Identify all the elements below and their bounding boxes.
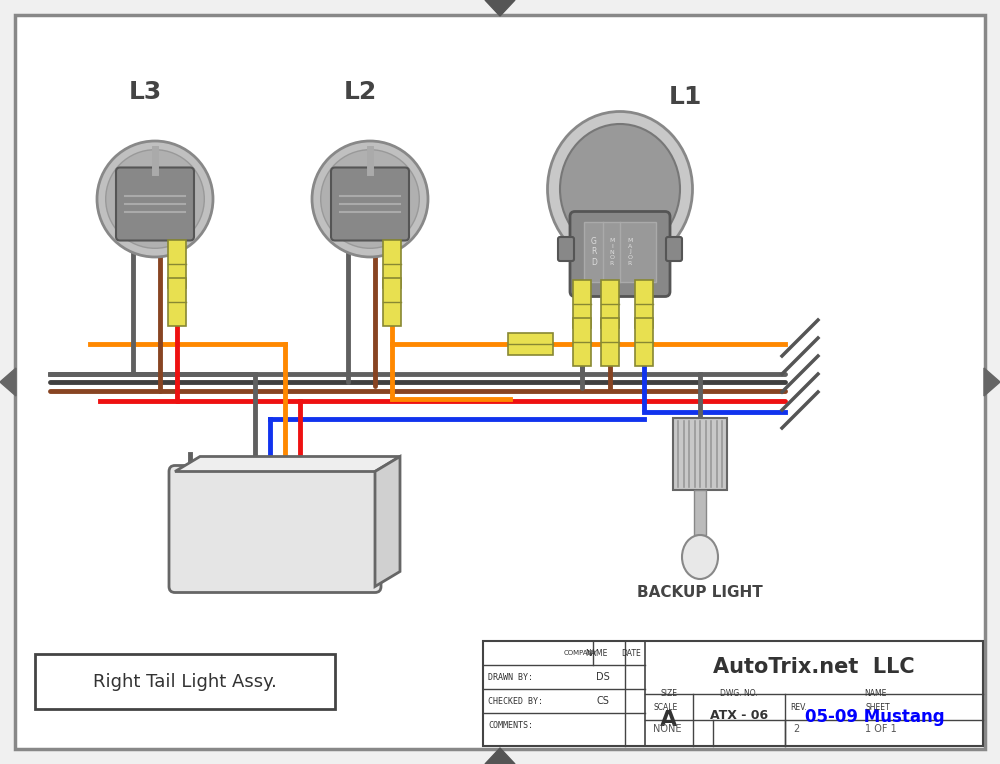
Polygon shape: [375, 457, 400, 587]
Circle shape: [321, 150, 419, 248]
Text: CS: CS: [597, 696, 609, 706]
FancyBboxPatch shape: [116, 167, 194, 241]
Ellipse shape: [548, 112, 692, 267]
Text: AutoTrix.net  LLC: AutoTrix.net LLC: [713, 657, 915, 677]
Text: G
R
D: G R D: [591, 237, 597, 267]
Bar: [573, 318, 591, 366]
Bar: [635, 280, 653, 328]
Text: NAME: NAME: [585, 649, 607, 658]
Text: NAME: NAME: [864, 688, 886, 698]
Text: COMMENTS:: COMMENTS:: [488, 720, 533, 730]
Polygon shape: [175, 457, 400, 471]
Bar: [694, 490, 706, 535]
Text: DRAWN BY:: DRAWN BY:: [488, 672, 533, 681]
Text: 05-09 Mustang: 05-09 Mustang: [805, 708, 945, 727]
Text: SCALE: SCALE: [653, 703, 677, 712]
Bar: [508, 333, 552, 355]
Text: DATE: DATE: [621, 649, 641, 658]
FancyBboxPatch shape: [169, 465, 381, 593]
Text: BACKUP LIGHT: BACKUP LIGHT: [637, 585, 763, 600]
Ellipse shape: [560, 124, 680, 254]
Text: L2: L2: [343, 80, 377, 104]
Bar: [168, 278, 186, 326]
Text: 1 OF 1: 1 OF 1: [865, 724, 897, 733]
Text: DS: DS: [596, 672, 610, 682]
Bar: [168, 240, 186, 288]
Circle shape: [97, 141, 213, 257]
Text: DWG. NO.: DWG. NO.: [720, 688, 758, 698]
Bar: [673, 418, 727, 490]
FancyBboxPatch shape: [570, 212, 670, 296]
Polygon shape: [485, 0, 515, 16]
Circle shape: [106, 150, 204, 248]
Circle shape: [312, 141, 428, 257]
Bar: [573, 280, 591, 328]
Bar: [483, 641, 983, 746]
Bar: [601, 318, 619, 366]
Text: SIZE: SIZE: [660, 688, 678, 698]
Bar: [601, 280, 619, 328]
Text: SHEET: SHEET: [865, 703, 890, 712]
FancyBboxPatch shape: [331, 167, 409, 241]
Polygon shape: [0, 368, 16, 396]
Polygon shape: [485, 748, 515, 764]
Polygon shape: [984, 368, 1000, 396]
FancyBboxPatch shape: [584, 222, 656, 282]
Text: COMPANY: COMPANY: [564, 650, 598, 656]
FancyBboxPatch shape: [558, 237, 574, 261]
Text: M
I
N
O
R: M I N O R: [609, 238, 615, 266]
Text: REV.: REV.: [790, 703, 807, 712]
Bar: [383, 240, 401, 288]
Bar: [35, 654, 335, 709]
Text: L1: L1: [668, 85, 702, 109]
Text: 2: 2: [793, 724, 799, 733]
Ellipse shape: [682, 535, 718, 579]
Bar: [383, 278, 401, 326]
Text: CHECKED BY:: CHECKED BY:: [488, 697, 543, 705]
Text: A: A: [660, 710, 678, 730]
Bar: [635, 318, 653, 366]
Text: M
A
J
O
R: M A J O R: [627, 238, 633, 266]
Text: NONE: NONE: [653, 724, 682, 733]
Text: Right Tail Light Assy.: Right Tail Light Assy.: [93, 673, 277, 691]
FancyBboxPatch shape: [666, 237, 682, 261]
Text: ATX - 06: ATX - 06: [710, 709, 768, 722]
Text: L3: L3: [128, 80, 162, 104]
